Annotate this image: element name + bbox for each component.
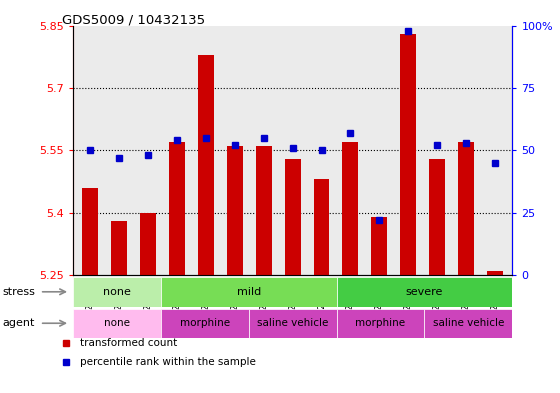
Bar <box>140 213 156 275</box>
Text: percentile rank within the sample: percentile rank within the sample <box>80 357 255 367</box>
Text: mild: mild <box>236 287 261 297</box>
Bar <box>458 142 474 275</box>
Text: saline vehicle: saline vehicle <box>433 318 504 328</box>
Bar <box>198 55 214 275</box>
Bar <box>161 309 249 338</box>
Bar <box>249 309 337 338</box>
Bar <box>227 146 242 275</box>
Text: morphine: morphine <box>180 318 230 328</box>
Bar <box>430 159 445 275</box>
Text: none: none <box>104 318 130 328</box>
Bar <box>169 142 185 275</box>
Text: agent: agent <box>3 318 35 328</box>
Text: stress: stress <box>3 287 36 297</box>
Bar <box>371 217 388 275</box>
Bar <box>487 271 503 275</box>
Text: none: none <box>103 287 130 297</box>
Bar <box>337 277 512 307</box>
Bar <box>111 221 127 275</box>
Bar <box>256 146 272 275</box>
Bar <box>73 277 161 307</box>
Bar <box>82 188 98 275</box>
Bar <box>424 309 512 338</box>
Text: GDS5009 / 10432135: GDS5009 / 10432135 <box>62 14 205 27</box>
Bar <box>314 180 329 275</box>
Text: saline vehicle: saline vehicle <box>257 318 328 328</box>
Bar <box>337 309 424 338</box>
Text: severe: severe <box>406 287 443 297</box>
Text: transformed count: transformed count <box>80 338 177 348</box>
Text: morphine: morphine <box>356 318 405 328</box>
Bar <box>400 34 416 275</box>
Bar <box>73 309 161 338</box>
Bar <box>284 159 301 275</box>
Bar <box>161 277 337 307</box>
Bar <box>343 142 358 275</box>
